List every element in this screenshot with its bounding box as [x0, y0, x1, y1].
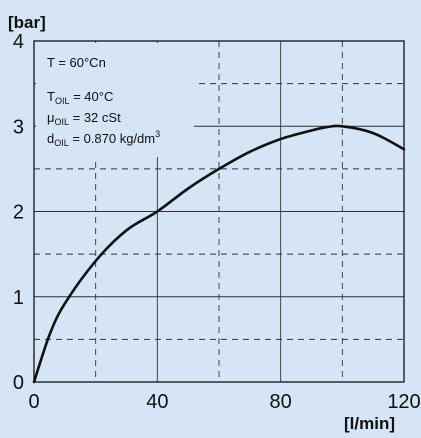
data-series [32, 124, 406, 384]
annotation-background [36, 43, 194, 157]
x-tick-label: 0 [28, 391, 39, 413]
oil-temperature-note: TOIL = 40°C [47, 89, 113, 106]
x-tick-label: 40 [146, 391, 168, 413]
y-axis-label: [bar] [8, 13, 46, 32]
x-tick-label: 120 [387, 391, 420, 413]
y-tick-label: 4 [13, 31, 24, 53]
plot-frame [33, 40, 405, 383]
x-tick-label: 80 [270, 391, 292, 413]
y-tick-label: 1 [13, 287, 24, 309]
oil-density-note: dOIL = 0.870 kg/dm3 [47, 129, 160, 148]
pressure-curve [32, 124, 406, 384]
y-tick-label: 2 [13, 202, 24, 224]
annotations: T = 60°Cn TOIL = 40°C μOIL = 32 cSt dOIL… [47, 55, 160, 148]
y-tick-label: 0 [13, 372, 24, 394]
temperature-note: T = 60°Cn [47, 55, 106, 70]
tick-labels: 0 40 80 120 0 1 2 3 4 [13, 31, 421, 413]
x-axis-label: [l/min] [344, 414, 395, 433]
oil-viscosity-note: μOIL = 32 cSt [47, 110, 121, 127]
y-tick-label: 3 [13, 116, 24, 138]
